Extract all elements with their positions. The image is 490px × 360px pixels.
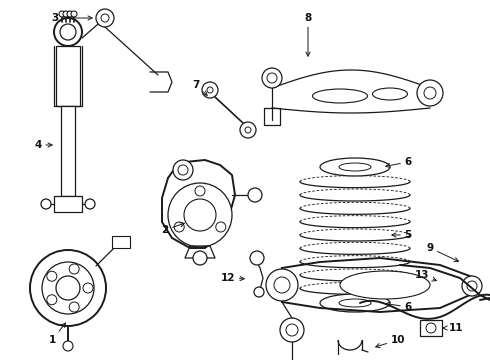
- Bar: [61, 106, 75, 196]
- Circle shape: [173, 160, 193, 180]
- Text: 9: 9: [426, 243, 459, 261]
- Circle shape: [193, 251, 207, 265]
- Circle shape: [59, 11, 65, 17]
- Circle shape: [202, 82, 218, 98]
- Circle shape: [274, 277, 290, 293]
- Ellipse shape: [339, 163, 371, 171]
- Circle shape: [248, 188, 262, 202]
- Circle shape: [286, 324, 298, 336]
- Circle shape: [195, 186, 205, 196]
- Bar: [420, 320, 442, 336]
- Circle shape: [63, 11, 69, 17]
- Circle shape: [467, 281, 477, 291]
- Text: 7: 7: [192, 80, 207, 95]
- Text: 10: 10: [376, 335, 405, 348]
- Circle shape: [54, 18, 82, 46]
- Circle shape: [71, 11, 77, 17]
- Circle shape: [266, 269, 298, 301]
- Ellipse shape: [320, 294, 390, 312]
- Circle shape: [216, 222, 226, 232]
- Text: 13: 13: [415, 270, 437, 281]
- Bar: [54, 196, 82, 212]
- Circle shape: [267, 73, 277, 83]
- Circle shape: [41, 199, 51, 209]
- Text: 6: 6: [386, 157, 412, 167]
- Circle shape: [47, 271, 57, 281]
- Circle shape: [254, 287, 264, 297]
- Text: 6: 6: [386, 302, 412, 312]
- Circle shape: [417, 80, 443, 106]
- Circle shape: [56, 276, 80, 300]
- Circle shape: [426, 323, 436, 333]
- Circle shape: [462, 276, 482, 296]
- Circle shape: [69, 302, 79, 312]
- Circle shape: [240, 122, 256, 138]
- Ellipse shape: [340, 271, 430, 299]
- Text: 8: 8: [304, 13, 312, 56]
- Circle shape: [262, 68, 282, 88]
- Circle shape: [30, 250, 106, 326]
- Circle shape: [207, 87, 213, 93]
- Circle shape: [60, 24, 76, 40]
- Circle shape: [168, 183, 232, 247]
- Bar: [56, 46, 80, 106]
- Circle shape: [245, 127, 251, 133]
- Text: 2: 2: [161, 223, 184, 235]
- Bar: [112, 236, 130, 248]
- Circle shape: [85, 199, 95, 209]
- Ellipse shape: [320, 158, 390, 176]
- Circle shape: [63, 341, 73, 351]
- Ellipse shape: [313, 89, 368, 103]
- Text: 5: 5: [392, 230, 412, 240]
- Circle shape: [184, 199, 216, 231]
- Circle shape: [250, 251, 264, 265]
- Ellipse shape: [372, 88, 408, 100]
- Circle shape: [178, 165, 188, 175]
- Circle shape: [174, 222, 184, 232]
- Text: 4: 4: [34, 140, 52, 150]
- Text: 1: 1: [49, 323, 66, 345]
- Circle shape: [47, 295, 57, 305]
- Circle shape: [280, 318, 304, 342]
- Text: 12: 12: [221, 273, 244, 283]
- Circle shape: [69, 264, 79, 274]
- Circle shape: [42, 262, 94, 314]
- Circle shape: [424, 87, 436, 99]
- Circle shape: [96, 9, 114, 27]
- Circle shape: [83, 283, 93, 293]
- Text: 3: 3: [51, 13, 92, 23]
- Ellipse shape: [339, 299, 371, 307]
- Text: 11: 11: [443, 323, 463, 333]
- Circle shape: [101, 14, 109, 22]
- Circle shape: [67, 11, 73, 17]
